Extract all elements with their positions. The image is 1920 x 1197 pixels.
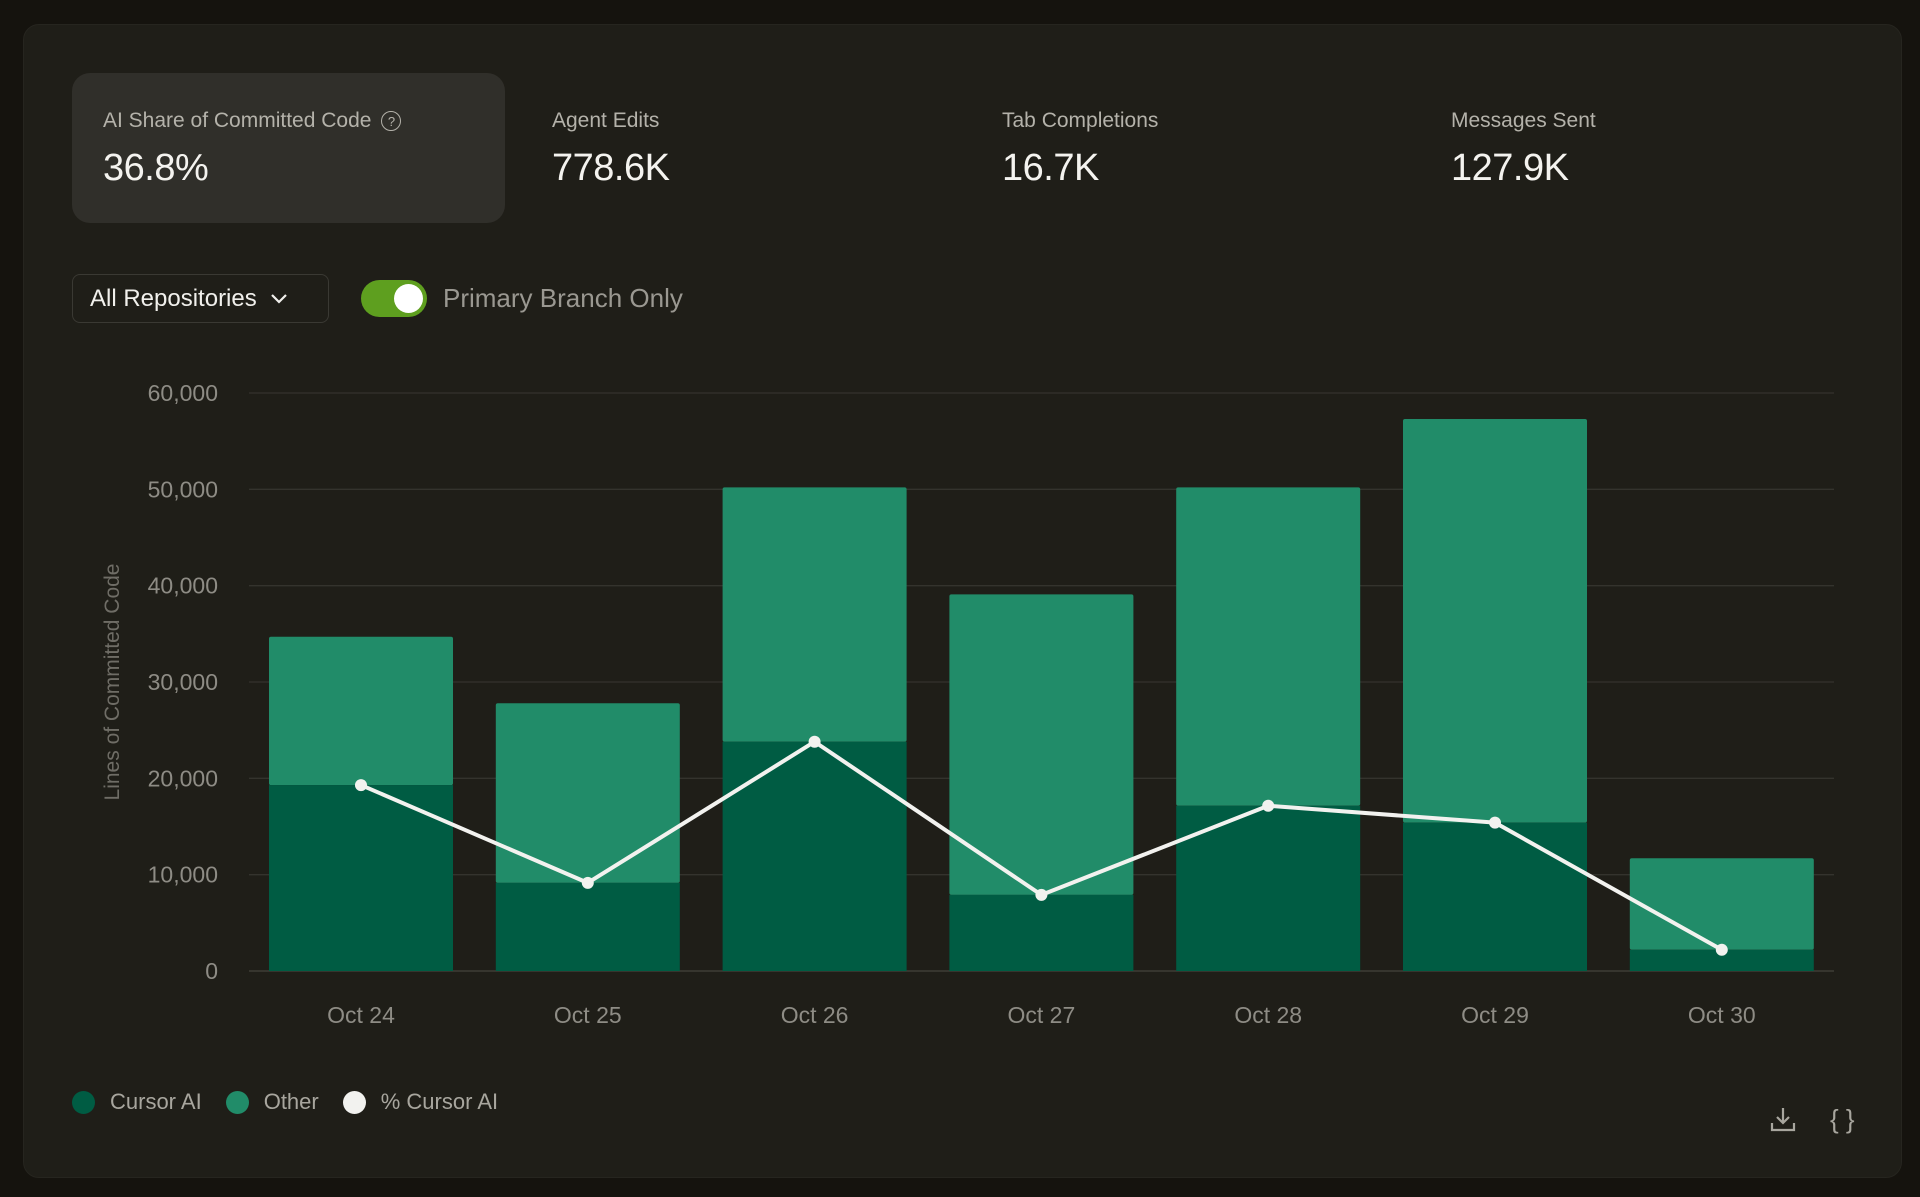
legend-item-cursor-ai[interactable]: Cursor AI	[72, 1089, 202, 1115]
legend-label: Cursor AI	[110, 1089, 202, 1114]
legend-item-other[interactable]: Other	[225, 1089, 319, 1115]
bar-cursor-ai	[722, 741, 907, 971]
y-tick-label: 20,000	[148, 765, 218, 791]
bar-cursor-ai	[1629, 949, 1814, 971]
stat-value: 36.8%	[103, 147, 209, 189]
y-axis-title: Lines of Committed Code	[101, 564, 124, 801]
stat-messages-sent[interactable]: Messages Sent 127.9K	[1420, 73, 1596, 223]
stat-label: Agent Edits	[552, 109, 660, 132]
bar-other	[1629, 858, 1814, 950]
repository-dropdown[interactable]: All Repositories	[72, 274, 329, 323]
x-tick-label: Oct 25	[554, 1002, 622, 1028]
bar-other	[495, 703, 680, 883]
stat-tab-completions[interactable]: Tab Completions 16.7K	[971, 73, 1158, 223]
braces-icon[interactable]: { }	[1830, 1104, 1855, 1134]
legend-dot	[225, 1090, 249, 1114]
legend-label: Other	[263, 1089, 319, 1114]
legend-dot	[342, 1090, 366, 1114]
primary-branch-label: Primary Branch Only	[443, 283, 683, 313]
line-point	[581, 876, 594, 889]
stat-label: AI Share of Committed Code	[103, 109, 372, 132]
stat-label: Tab Completions	[1002, 109, 1159, 132]
stat-value: 127.9K	[1451, 147, 1569, 189]
y-tick-label: 40,000	[148, 573, 218, 599]
x-tick-label: Oct 28	[1234, 1002, 1302, 1028]
toggle-knob	[394, 284, 423, 313]
y-tick-label: 60,000	[148, 380, 218, 406]
x-tick-label: Oct 24	[327, 1002, 395, 1028]
stat-ai-share[interactable]: AI Share of Committed Code? 36.8%	[72, 73, 505, 223]
bar-cursor-ai	[495, 882, 680, 971]
question-circle-icon[interactable]: ?	[381, 111, 402, 131]
bar-cursor-ai	[269, 785, 453, 971]
bar-other	[269, 636, 453, 786]
legend-item-pct-cursor-ai[interactable]: % Cursor AI	[342, 1089, 499, 1115]
line-point	[355, 779, 367, 792]
stat-agent-edits[interactable]: Agent Edits 778.6K	[521, 73, 670, 223]
x-tick-label: Oct 26	[781, 1002, 849, 1028]
stat-label: Messages Sent	[1451, 109, 1596, 132]
y-tick-label: 30,000	[148, 669, 218, 695]
repository-dropdown-label: All Repositories	[90, 284, 257, 312]
line-point	[1489, 816, 1501, 829]
bar-other	[1176, 487, 1361, 806]
y-tick-label: 50,000	[148, 476, 218, 502]
y-tick-label: 10,000	[148, 862, 218, 888]
x-tick-label: Oct 27	[1008, 1002, 1076, 1028]
line-point	[1715, 943, 1728, 956]
bar-other	[1403, 419, 1587, 823]
download-icon[interactable]	[1769, 1105, 1797, 1133]
primary-branch-toggle[interactable]	[361, 280, 427, 317]
bar-other	[949, 594, 1134, 895]
stat-value: 16.7K	[1002, 147, 1099, 189]
x-tick-label: Oct 29	[1461, 1002, 1529, 1028]
x-tick-label: Oct 30	[1688, 1002, 1756, 1028]
bar-other	[722, 487, 907, 742]
y-tick-label: 0	[205, 958, 218, 984]
line-point	[808, 735, 821, 748]
line-point	[1035, 888, 1048, 901]
bar-cursor-ai	[949, 894, 1134, 971]
legend-dot	[72, 1090, 95, 1114]
legend-label: % Cursor AI	[380, 1089, 499, 1114]
line-point	[1262, 799, 1275, 812]
stat-value: 778.6K	[552, 147, 670, 189]
legend: Cursor AI Other % Cursor AI	[72, 1089, 522, 1115]
bar-cursor-ai	[1176, 805, 1361, 971]
bar-cursor-ai	[1403, 822, 1587, 971]
chevron-down-icon	[270, 293, 287, 304]
